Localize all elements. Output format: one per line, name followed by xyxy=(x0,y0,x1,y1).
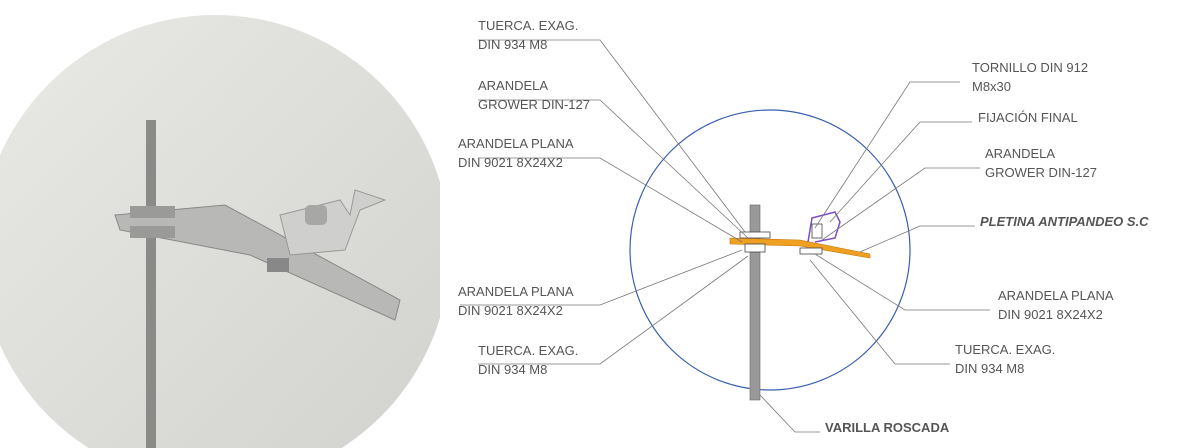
callout-label: TUERCA. EXAG. xyxy=(955,342,1055,357)
page: TUERCA. EXAG. DIN 934 M8 ARANDELA GROWER DI… xyxy=(0,0,1181,448)
callout-label: M8x30 xyxy=(972,79,1011,94)
detail-circle xyxy=(630,110,910,390)
callout-label: DIN 9021 8X24X2 xyxy=(998,307,1103,322)
callout-label: DIN 9021 8X24X2 xyxy=(458,155,563,170)
callout-label: ARANDELA PLANA xyxy=(998,288,1114,303)
callout-label: PLETINA ANTIPANDEO S.C xyxy=(980,214,1149,229)
callout-label: TUERCA. EXAG. xyxy=(478,343,578,358)
callout-label: GROWER DIN-127 xyxy=(985,165,1097,180)
callout-label: DIN 934 M8 xyxy=(478,362,547,377)
callout-label: DIN 934 M8 xyxy=(955,361,1024,376)
callout-label: DIN 934 M8 xyxy=(478,37,547,52)
photo xyxy=(0,0,440,448)
callout-label: TUERCA. EXAG. xyxy=(478,18,578,33)
callout-label: GROWER DIN-127 xyxy=(478,97,590,112)
callout-label: TORNILLO DIN 912 xyxy=(972,60,1088,75)
labels: TUERCA. EXAG. DIN 934 M8 ARANDELA GROWER DI… xyxy=(458,18,1149,435)
callout-label: DIN 9021 8X24X2 xyxy=(458,303,563,318)
callout-label: ARANDELA PLANA xyxy=(458,136,574,151)
callout-label: ARANDELA PLANA xyxy=(458,284,574,299)
callout-label: ARANDELA xyxy=(985,146,1055,161)
callout-label: ARANDELA xyxy=(478,78,548,93)
callout-label: FIJACIÓN FINAL xyxy=(978,110,1078,125)
callout-label: VARILLA ROSCADA xyxy=(825,420,950,435)
